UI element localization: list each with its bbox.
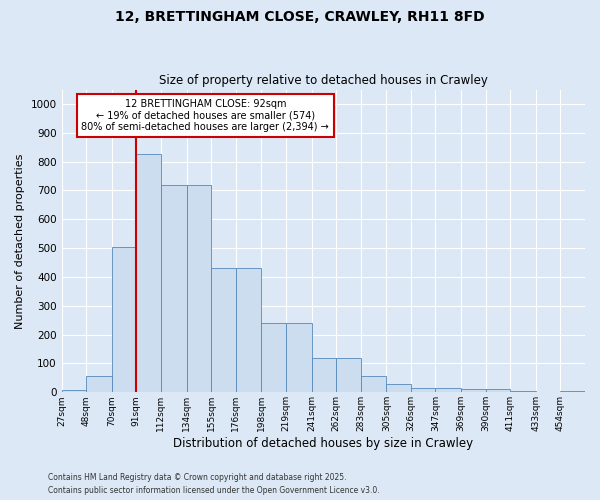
Bar bbox=[336, 358, 361, 392]
Bar bbox=[311, 358, 336, 392]
Bar bbox=[62, 390, 86, 392]
Bar bbox=[411, 388, 436, 392]
Bar bbox=[161, 184, 187, 392]
Text: Contains HM Land Registry data © Crown copyright and database right 2025.
Contai: Contains HM Land Registry data © Crown c… bbox=[48, 474, 380, 495]
Bar bbox=[112, 246, 136, 392]
Bar bbox=[236, 268, 262, 392]
Y-axis label: Number of detached properties: Number of detached properties bbox=[15, 153, 25, 328]
Bar bbox=[461, 390, 485, 392]
Title: Size of property relative to detached houses in Crawley: Size of property relative to detached ho… bbox=[159, 74, 488, 87]
Text: 12, BRETTINGHAM CLOSE, CRAWLEY, RH11 8FD: 12, BRETTINGHAM CLOSE, CRAWLEY, RH11 8FD bbox=[115, 10, 485, 24]
Bar bbox=[86, 376, 112, 392]
Bar bbox=[187, 184, 211, 392]
Bar bbox=[361, 376, 386, 392]
Bar bbox=[485, 390, 510, 392]
Bar bbox=[286, 323, 311, 392]
Bar bbox=[211, 268, 236, 392]
Bar bbox=[386, 384, 411, 392]
Bar bbox=[560, 391, 585, 392]
Bar bbox=[436, 388, 461, 392]
Bar bbox=[136, 154, 161, 392]
Bar bbox=[262, 323, 286, 392]
Text: 12 BRETTINGHAM CLOSE: 92sqm
← 19% of detached houses are smaller (574)
80% of se: 12 BRETTINGHAM CLOSE: 92sqm ← 19% of det… bbox=[82, 99, 329, 132]
X-axis label: Distribution of detached houses by size in Crawley: Distribution of detached houses by size … bbox=[173, 437, 473, 450]
Bar bbox=[510, 391, 536, 392]
